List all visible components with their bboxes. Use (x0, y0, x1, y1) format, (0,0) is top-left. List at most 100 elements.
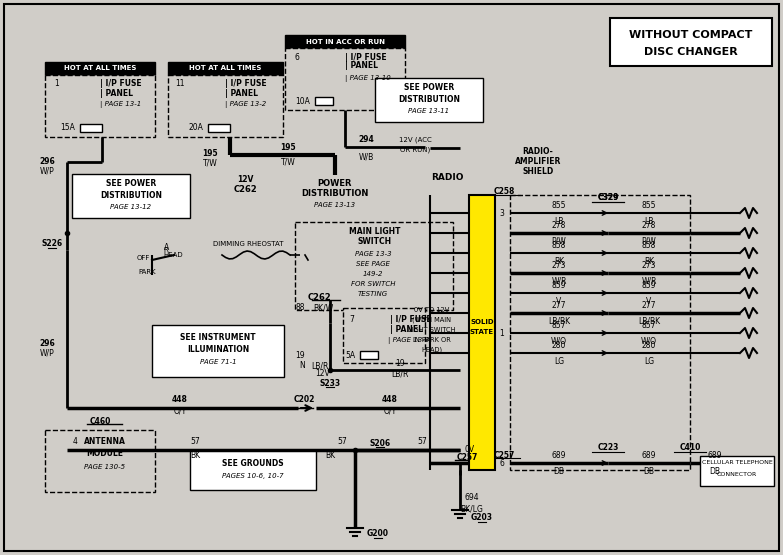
Text: BK: BK (644, 256, 654, 265)
Text: 448: 448 (382, 396, 398, 405)
Text: (WITH MAIN: (WITH MAIN (413, 317, 452, 323)
Bar (152, 325, 284, 377)
Bar (285, 35, 405, 48)
Text: DISTRIBUTION: DISTRIBUTION (398, 94, 460, 103)
Text: | PANEL: | PANEL (100, 88, 133, 98)
Text: DB: DB (554, 467, 565, 476)
Text: HOT IN ACC OR RUN: HOT IN ACC OR RUN (305, 38, 384, 44)
Text: 57: 57 (337, 437, 347, 447)
Text: W/P: W/P (40, 166, 55, 175)
Text: LB/BK: LB/BK (548, 316, 570, 325)
Text: C258: C258 (493, 188, 514, 196)
Text: SHIELD: SHIELD (522, 168, 554, 176)
Text: PAGE 130-5: PAGE 130-5 (85, 464, 125, 470)
Text: PAGE 13-11: PAGE 13-11 (409, 108, 449, 114)
Text: LB/R: LB/R (392, 370, 409, 379)
Text: 273: 273 (552, 261, 566, 270)
Text: LG: LG (644, 356, 654, 366)
Text: W/B: W/B (359, 153, 373, 162)
Text: PAGE 13-12: PAGE 13-12 (110, 204, 152, 210)
Text: 11: 11 (175, 79, 185, 88)
Text: 12V: 12V (316, 370, 330, 379)
Text: BK: BK (554, 256, 564, 265)
Text: PAGE 71-1: PAGE 71-1 (200, 359, 236, 365)
Text: | I/P FUSE: | I/P FUSE (100, 79, 142, 88)
Text: 88: 88 (295, 304, 305, 312)
Text: C262: C262 (233, 185, 257, 194)
Text: 273: 273 (642, 261, 656, 270)
Text: BK/W: BK/W (313, 304, 333, 312)
Text: T/W: T/W (280, 158, 295, 166)
Text: O/Y: O/Y (174, 406, 186, 416)
Text: 12V: 12V (236, 175, 253, 184)
Text: HEAD: HEAD (163, 252, 182, 258)
Text: PAGE 13-3: PAGE 13-3 (355, 251, 392, 257)
Text: C329: C329 (597, 194, 619, 203)
Text: C410: C410 (680, 443, 701, 452)
Text: | I/P FUSE: | I/P FUSE (390, 315, 431, 324)
Bar (80, 124, 102, 132)
Text: 689: 689 (708, 452, 722, 461)
Bar (375, 78, 483, 122)
Text: O/Y: O/Y (384, 406, 396, 416)
Bar (45, 75, 155, 137)
Text: 57: 57 (190, 437, 200, 447)
Bar (295, 222, 453, 310)
Text: P/W: P/W (641, 236, 656, 245)
Text: LG: LG (554, 356, 564, 366)
Text: 20A: 20A (188, 124, 203, 133)
Text: 5A: 5A (345, 351, 355, 360)
Text: SEE POWER: SEE POWER (404, 83, 454, 93)
Text: | PANEL: | PANEL (390, 325, 423, 334)
Text: OFF: OFF (136, 255, 150, 261)
Text: 1: 1 (500, 329, 504, 337)
Text: 19: 19 (395, 359, 405, 367)
Text: S206: S206 (370, 438, 391, 447)
Text: STATE: STATE (470, 330, 494, 336)
Text: ILLUMINATION: ILLUMINATION (187, 346, 249, 355)
Text: DISTRIBUTION: DISTRIBUTION (301, 189, 369, 199)
Text: 858: 858 (552, 241, 566, 250)
Text: HOT AT ALL TIMES: HOT AT ALL TIMES (63, 65, 136, 72)
Text: BK/LG: BK/LG (460, 504, 483, 513)
Text: 857: 857 (552, 321, 566, 330)
Text: SEE POWER: SEE POWER (106, 179, 156, 189)
Text: N: N (299, 361, 305, 371)
Bar (343, 308, 425, 363)
Bar (45, 430, 155, 492)
Text: SEE INSTRUMENT: SEE INSTRUMENT (180, 334, 256, 342)
Text: C460: C460 (89, 417, 110, 426)
Text: 6: 6 (499, 458, 504, 467)
Text: WITHOUT COMPACT: WITHOUT COMPACT (630, 30, 752, 40)
Text: W/R: W/R (641, 276, 657, 285)
Text: | PAGE 13-10: | PAGE 13-10 (345, 74, 391, 82)
Text: W/O: W/O (551, 336, 567, 346)
Text: A: A (164, 244, 170, 253)
Text: 195: 195 (202, 149, 218, 158)
Text: BK: BK (325, 451, 335, 460)
Text: S233: S233 (319, 379, 341, 387)
Text: 15A: 15A (60, 124, 75, 133)
Bar (360, 351, 378, 359)
Text: LB/R: LB/R (312, 361, 329, 371)
Text: C329: C329 (597, 194, 619, 203)
Text: 7: 7 (349, 315, 355, 324)
Text: 859: 859 (552, 281, 566, 290)
Text: 689: 689 (642, 452, 656, 461)
Text: DIMMING RHEOSTAT: DIMMING RHEOSTAT (213, 241, 283, 247)
Text: 855: 855 (552, 201, 566, 210)
Bar (190, 450, 316, 490)
Text: C262: C262 (309, 294, 332, 302)
Text: 6: 6 (294, 53, 299, 62)
Text: 855: 855 (642, 201, 656, 210)
Text: | PAGE 13-3: | PAGE 13-3 (388, 337, 429, 345)
Text: SOLID: SOLID (470, 320, 494, 325)
Text: DISC CHANGER: DISC CHANGER (644, 47, 738, 57)
Bar (610, 18, 772, 66)
Text: 57: 57 (417, 437, 427, 447)
Text: | PANEL: | PANEL (345, 62, 378, 70)
Text: 0V TO 12V: 0V TO 12V (414, 307, 449, 313)
Text: 694: 694 (464, 493, 479, 502)
Text: 4: 4 (73, 437, 78, 447)
Bar (285, 48, 405, 110)
